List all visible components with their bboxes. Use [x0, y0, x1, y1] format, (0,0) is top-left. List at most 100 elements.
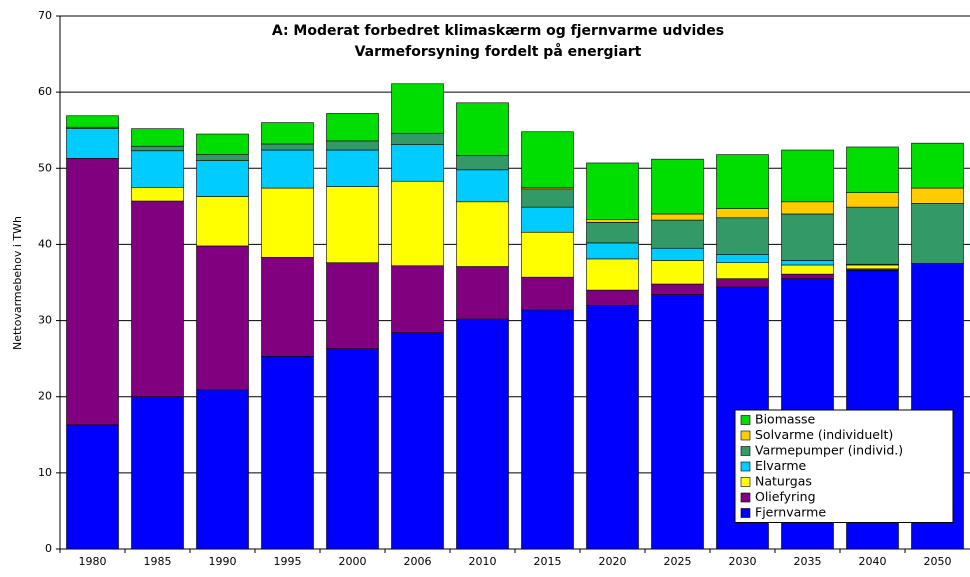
x-tick-label: 2040 — [859, 555, 887, 568]
bar-segment — [456, 155, 509, 171]
bar-segment — [456, 102, 509, 156]
bar-segment — [261, 187, 314, 258]
bar-segment — [521, 276, 574, 311]
y-tick-label: 40 — [38, 237, 52, 250]
bar-segment — [521, 231, 574, 278]
y-tick-label: 30 — [38, 314, 52, 327]
bar-segment — [326, 262, 379, 350]
y-tick-label: 20 — [38, 390, 52, 403]
legend-label: Varmepumper (individ.) — [755, 443, 903, 458]
x-tick-label: 1990 — [209, 555, 237, 568]
bar-segment — [846, 192, 899, 208]
bar-segment — [586, 162, 639, 220]
bar-segment — [326, 149, 379, 187]
bar-segment — [586, 222, 639, 244]
chart-title: A: Moderat forbedret klimaskærm og fjern… — [272, 23, 724, 39]
bar-segment — [716, 262, 769, 279]
bar-segment — [261, 122, 314, 145]
bar-segment — [66, 158, 119, 426]
y-tick-label: 70 — [38, 9, 52, 22]
bar-segment — [196, 133, 249, 155]
bar-segment — [781, 260, 834, 266]
bar-segment — [131, 150, 184, 188]
bar-segment — [391, 144, 444, 182]
y-tick-label: 0 — [45, 542, 52, 555]
bar-segment — [651, 283, 704, 295]
bar-segment — [326, 140, 379, 151]
legend-swatch — [740, 415, 751, 425]
y-tick-label: 10 — [38, 466, 52, 479]
bar-segment — [651, 219, 704, 249]
bar-segment — [66, 128, 119, 159]
bar-segment — [391, 332, 444, 550]
bar-segment — [131, 396, 184, 550]
bar-segment — [781, 273, 834, 279]
bar-segment — [456, 169, 509, 203]
bar-segment — [261, 257, 314, 357]
x-tick-label: 1985 — [144, 555, 172, 568]
bar-segment — [651, 294, 704, 550]
bar-segment — [586, 219, 639, 223]
bar-segment — [391, 265, 444, 334]
legend-label: Biomasse — [755, 412, 816, 427]
x-tick-label: 2000 — [339, 555, 367, 568]
x-tick-label: 2050 — [924, 555, 952, 568]
bar-segment — [651, 213, 704, 221]
y-tick-label: 60 — [38, 85, 52, 98]
bar-segment — [326, 348, 379, 550]
legend-label: Naturgas — [755, 474, 812, 489]
legend-swatch — [740, 430, 751, 441]
bar-segment — [261, 143, 314, 151]
legend-swatch — [740, 492, 751, 503]
bar-segment — [131, 187, 184, 202]
bar-segment — [716, 254, 769, 264]
bar-segment — [521, 188, 574, 208]
bar-segment — [781, 201, 834, 215]
bar-segment — [651, 158, 704, 215]
bar-segment — [391, 132, 444, 145]
y-axis-label: Nettovarmebehov i TWh — [11, 216, 24, 350]
bar-segment — [846, 146, 899, 193]
legend-swatch — [740, 461, 751, 472]
bar-segment — [131, 145, 184, 152]
legend-box — [734, 409, 954, 523]
legend-label: Elvarme — [755, 458, 807, 473]
chart-subtitle: Varmeforsyning fordelt på energiart — [355, 43, 642, 60]
bar-segment — [326, 113, 379, 142]
legend-swatch — [740, 446, 751, 456]
bar-segment — [586, 289, 639, 306]
x-tick-label: 2010 — [469, 555, 497, 568]
bar-segment — [911, 203, 964, 264]
bar-segment — [911, 187, 964, 204]
bar-segment — [716, 154, 769, 209]
legend-label: Oliefyring — [755, 489, 816, 504]
x-tick-label: 1980 — [79, 555, 107, 568]
bar-segment — [261, 149, 314, 189]
bar-segment — [326, 186, 379, 264]
bar-segment — [781, 213, 834, 261]
bar-segment — [261, 356, 314, 550]
bar-segment — [586, 258, 639, 291]
bar-segment — [521, 309, 574, 550]
x-tick-label: 2025 — [664, 555, 692, 568]
legend-label: Solvarme (individuelt) — [755, 427, 893, 442]
bar-segment — [521, 206, 574, 233]
bar-segment — [196, 389, 249, 550]
bar-segment — [586, 305, 639, 550]
bar-segment — [66, 115, 119, 128]
bar-segment — [651, 260, 704, 285]
bar-segment — [586, 242, 639, 260]
x-tick-label: 2015 — [534, 555, 562, 568]
x-tick-label: 2030 — [729, 555, 757, 568]
bar-segment — [651, 247, 704, 261]
bar-segment — [131, 200, 184, 398]
legend-swatch — [740, 508, 751, 518]
bar-segment — [456, 201, 509, 267]
bar-segment — [391, 180, 444, 267]
legend-swatch — [740, 477, 751, 487]
bar-segment — [456, 318, 509, 550]
x-tick-label: 2006 — [404, 555, 432, 568]
bar-segment — [716, 217, 769, 255]
bar-segment — [66, 424, 119, 550]
